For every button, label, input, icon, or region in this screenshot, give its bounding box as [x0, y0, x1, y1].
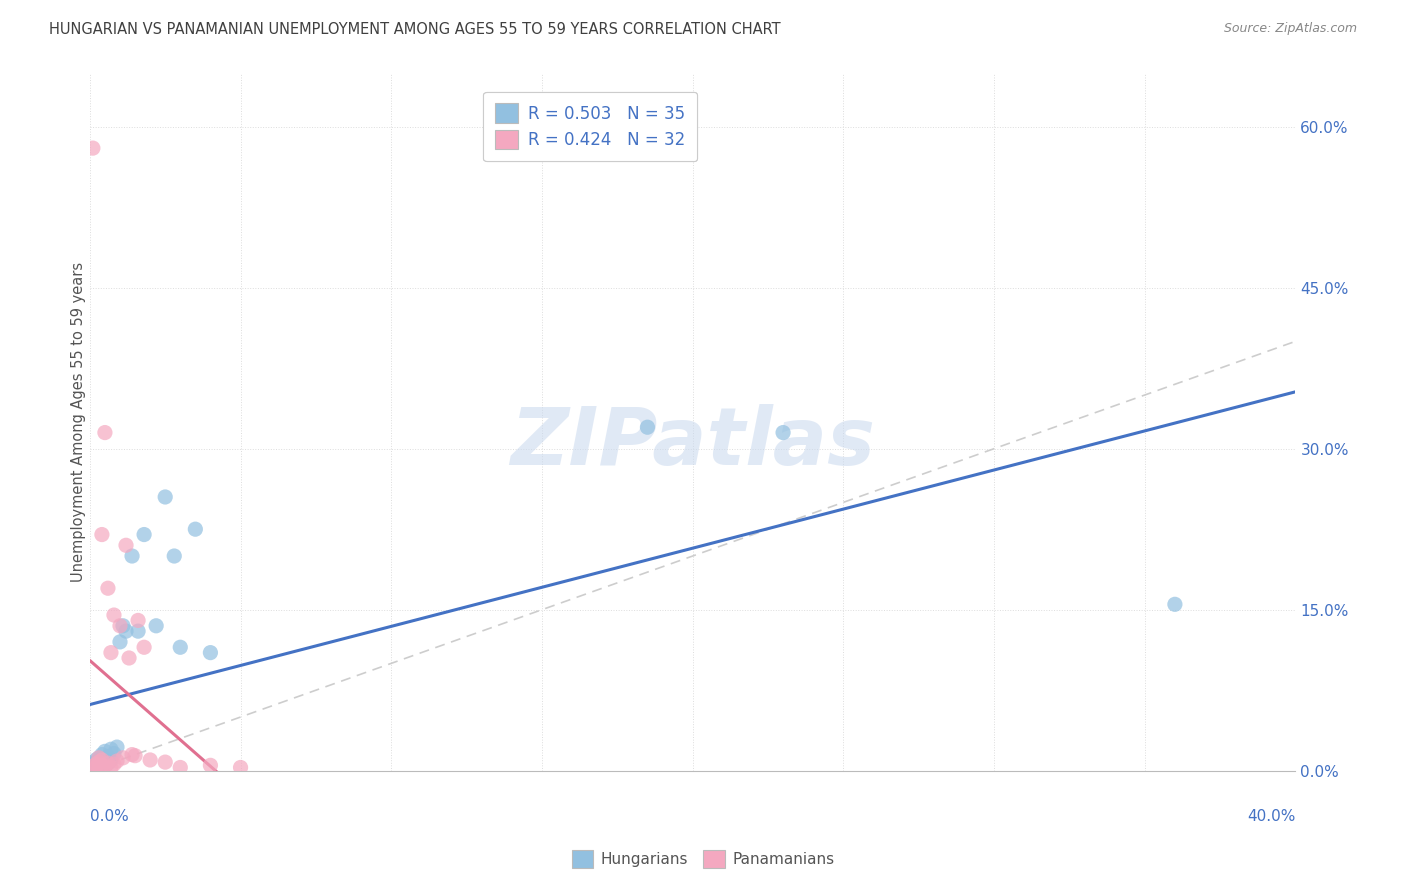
Point — [153, 755, 176, 769]
Point — [108, 635, 131, 649]
Text: 40.0%: 40.0% — [1247, 809, 1295, 824]
Point — [100, 646, 122, 660]
Point — [82, 759, 104, 773]
Text: Source: ZipAtlas.com: Source: ZipAtlas.com — [1223, 22, 1357, 36]
Point — [169, 640, 191, 655]
Point — [124, 748, 146, 763]
Point — [84, 760, 107, 774]
Point — [87, 755, 110, 769]
Point — [84, 755, 107, 769]
Point — [97, 756, 120, 771]
Point — [103, 608, 125, 623]
Point — [97, 581, 120, 595]
Point — [87, 762, 110, 776]
Point — [108, 619, 131, 633]
Point — [115, 624, 138, 639]
Point — [127, 614, 149, 628]
Point — [84, 759, 107, 773]
Point — [103, 757, 125, 772]
Text: 0.0%: 0.0% — [90, 809, 128, 824]
Point — [111, 751, 134, 765]
Point — [121, 549, 143, 563]
Point — [169, 760, 191, 774]
Point — [145, 619, 167, 633]
Point — [127, 624, 149, 639]
Point — [94, 425, 117, 440]
Point — [139, 753, 162, 767]
Point — [82, 141, 104, 155]
Text: ZIPatlas: ZIPatlas — [510, 404, 875, 482]
Point — [90, 527, 112, 541]
Point — [100, 753, 122, 767]
Point — [97, 756, 120, 771]
Point — [105, 740, 128, 755]
Point — [94, 758, 117, 772]
Point — [82, 756, 104, 771]
Point — [200, 646, 222, 660]
Point — [184, 522, 207, 536]
Point — [94, 744, 117, 758]
Point — [84, 753, 107, 767]
Point — [153, 490, 176, 504]
Text: HUNGARIAN VS PANAMANIAN UNEMPLOYMENT AMONG AGES 55 TO 59 YEARS CORRELATION CHART: HUNGARIAN VS PANAMANIAN UNEMPLOYMENT AMO… — [49, 22, 780, 37]
Point — [121, 747, 143, 762]
Point — [103, 747, 125, 761]
Point — [90, 747, 112, 762]
Point — [90, 753, 112, 767]
Point — [94, 752, 117, 766]
Y-axis label: Unemployment Among Ages 55 to 59 years: Unemployment Among Ages 55 to 59 years — [72, 261, 86, 582]
Legend: R = 0.503   N = 35, R = 0.424   N = 32: R = 0.503 N = 35, R = 0.424 N = 32 — [484, 92, 697, 161]
Point — [90, 755, 112, 769]
Point — [97, 749, 120, 764]
Legend: Hungarians, Panamanians: Hungarians, Panamanians — [565, 844, 841, 873]
Point — [105, 754, 128, 768]
Point — [87, 757, 110, 772]
Point — [87, 751, 110, 765]
Point — [87, 751, 110, 765]
Point — [87, 754, 110, 768]
Point — [115, 538, 138, 552]
Point — [94, 759, 117, 773]
Point — [636, 420, 658, 434]
Point — [1164, 597, 1187, 611]
Point — [82, 758, 104, 772]
Point — [100, 742, 122, 756]
Point — [132, 640, 155, 655]
Point — [87, 760, 110, 774]
Point — [84, 757, 107, 772]
Point — [229, 760, 252, 774]
Point — [90, 758, 112, 772]
Point — [200, 758, 222, 772]
Point — [132, 527, 155, 541]
Point — [772, 425, 794, 440]
Point — [100, 760, 122, 774]
Point — [118, 651, 141, 665]
Point — [163, 549, 186, 563]
Point — [111, 619, 134, 633]
